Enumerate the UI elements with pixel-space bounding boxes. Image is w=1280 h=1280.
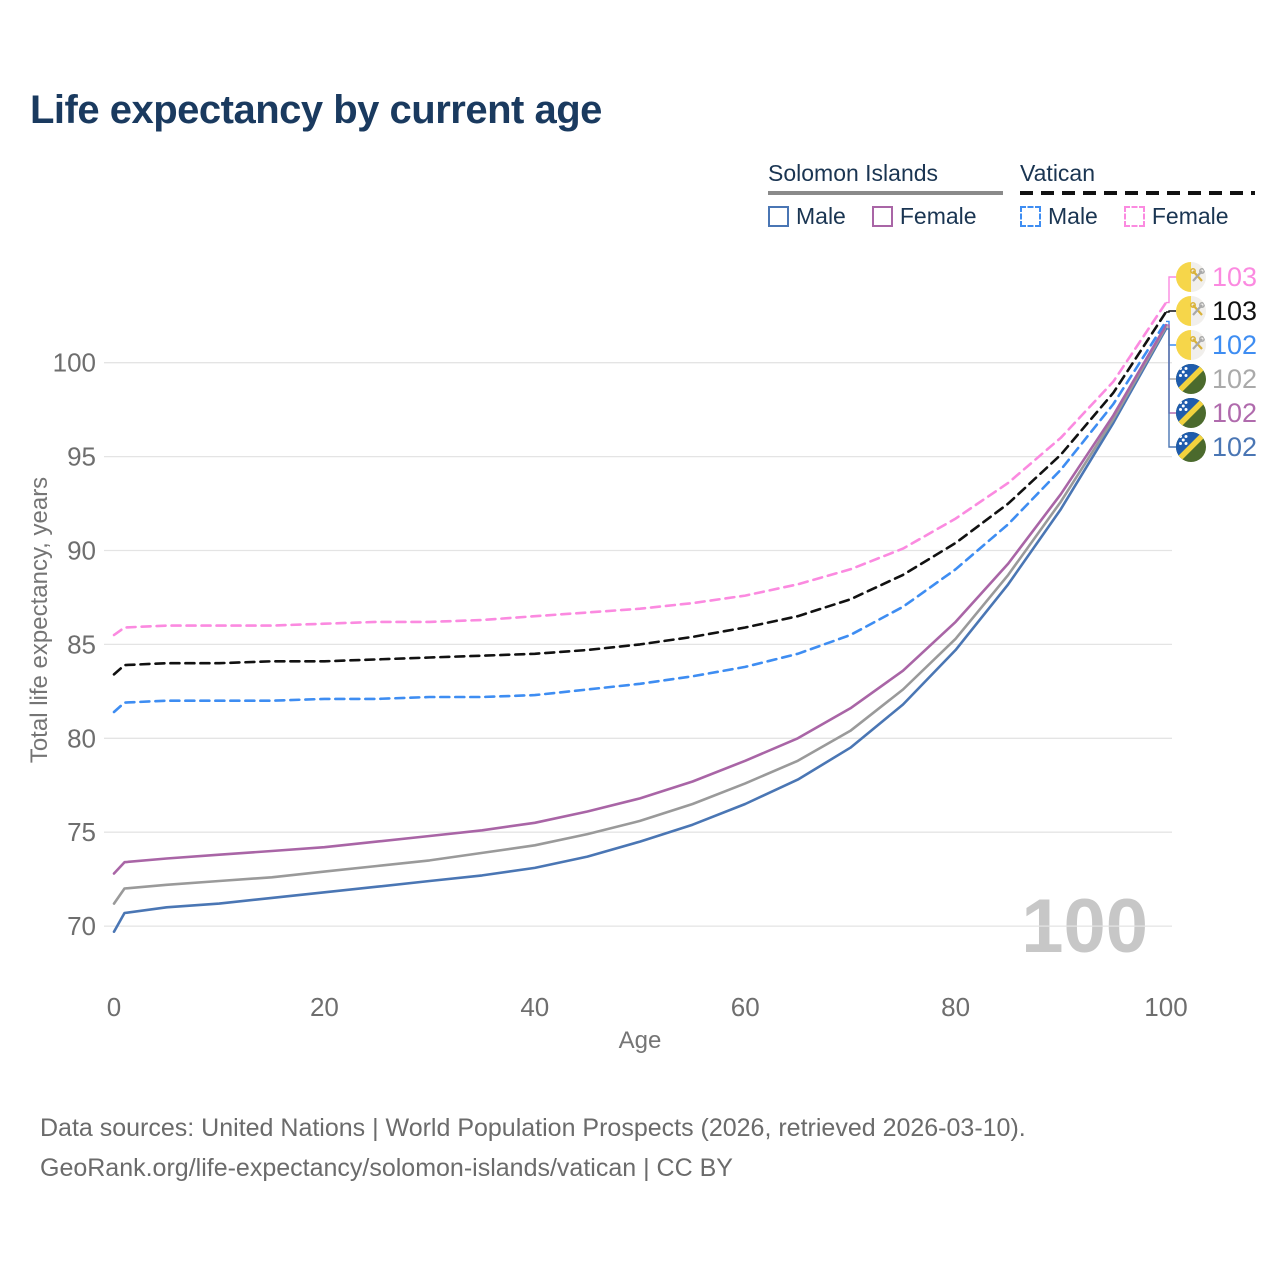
end-value-label-si_total: 102	[1212, 364, 1257, 394]
legend-label-va-male: Male	[1048, 203, 1098, 229]
end-value-label-va_total: 103	[1212, 296, 1257, 326]
x-tick-label: 40	[520, 992, 549, 1022]
series-line-va_total[interactable]	[112, 310, 1168, 676]
end-label-connector	[1166, 276, 1176, 304]
page-title: Life expectancy by current age	[30, 88, 602, 132]
va-female-swatch-icon	[1123, 206, 1145, 227]
y-tick-label: 75	[67, 817, 96, 847]
y-tick-label: 70	[67, 911, 96, 941]
vatican-flag-icon	[1176, 296, 1206, 326]
x-axis-title: Age	[619, 1027, 662, 1054]
x-tick-label: 80	[941, 992, 970, 1022]
legend-item-va-female: Female	[1123, 203, 1229, 230]
legend-country-vatican: Vatican	[1020, 160, 1096, 186]
end-value-label-si_male: 102	[1212, 432, 1257, 462]
legend-label-si-male: Male	[796, 203, 846, 229]
end-label-connector	[1166, 328, 1176, 448]
vatican-flag-icon	[1176, 262, 1206, 292]
end-label-connector	[1166, 326, 1176, 380]
legend-label-va-female: Female	[1151, 203, 1229, 229]
legend-country-solomon-islands: Solomon Islands	[768, 160, 939, 186]
legend-item-si-male: Male	[768, 203, 846, 230]
footer-data-sources: Data sources: United Nations | World Pop…	[40, 1114, 1026, 1142]
si-male-swatch-icon	[768, 206, 789, 227]
footer-georank-link: GeoRank.org/life-expectancy/solomon-isla…	[40, 1154, 733, 1182]
legend-underline-solid	[768, 191, 1003, 195]
vatican-flag-icon	[1176, 330, 1206, 360]
end-label-connector	[1166, 310, 1176, 313]
x-tick-label: 60	[731, 992, 760, 1022]
series-line-va_female[interactable]	[112, 301, 1168, 637]
series-line-va_male[interactable]	[112, 320, 1168, 714]
series-line-si_female[interactable]	[112, 323, 1168, 875]
legend-group-vatican: Vatican Male Female	[1020, 160, 1255, 230]
end-label-connector	[1166, 324, 1176, 414]
end-value-label-si_female: 102	[1212, 398, 1257, 428]
va-male-swatch-icon	[1020, 206, 1041, 227]
x-tick-label: 0	[107, 992, 121, 1022]
end-value-label-va_female: 103	[1212, 262, 1257, 292]
legend-group-solomon-islands: Solomon Islands Male Female	[768, 160, 1003, 230]
series-line-si_male[interactable]	[112, 327, 1168, 933]
y-tick-label: 85	[67, 629, 96, 659]
footer-attribution: Data sources: United Nations | World Pop…	[40, 1108, 1026, 1188]
line-chart: 100 70 75 80 85 90 95 100 103 103 102 102 102 102 0…	[26, 262, 1257, 1054]
y-tick-label: 90	[67, 536, 96, 566]
legend-item-va-male: Male	[1020, 203, 1098, 230]
solomon-islands-flag-icon	[1176, 364, 1206, 394]
x-tick-label: 20	[310, 992, 339, 1022]
legend-label-si-female: Female	[899, 203, 977, 229]
y-tick-label: 100	[53, 348, 96, 378]
series-line-si_total[interactable]	[112, 325, 1168, 905]
legend-underline-dashed	[1020, 191, 1255, 195]
y-axis-title: Total life expectancy, years	[26, 477, 53, 763]
si-female-swatch-icon	[871, 206, 893, 227]
end-value-label-va_male: 102	[1212, 330, 1257, 360]
solomon-islands-flag-icon	[1176, 432, 1206, 462]
y-tick-label: 80	[67, 723, 96, 753]
legend-item-si-female: Female	[871, 203, 977, 230]
solomon-islands-flag-icon	[1176, 398, 1206, 428]
y-tick-label: 95	[67, 442, 96, 472]
x-tick-label: 100	[1144, 992, 1187, 1022]
